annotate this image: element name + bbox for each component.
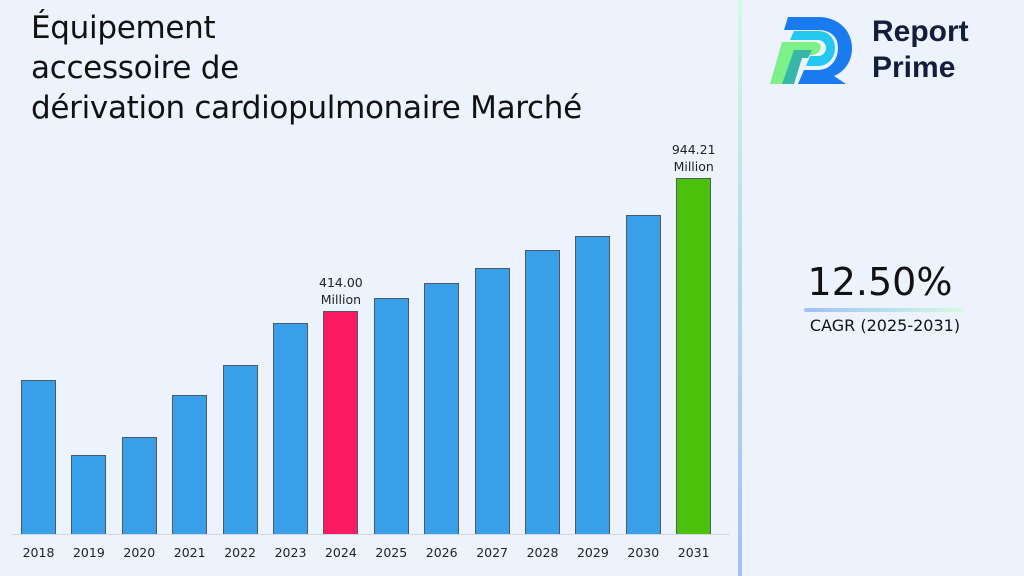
bar-2019 bbox=[71, 455, 107, 534]
title-line-2: accessoire de bbox=[31, 50, 239, 86]
value-label-2031: 944.21 Million bbox=[654, 141, 734, 175]
bar-2024 bbox=[323, 311, 359, 534]
x-tick-label: 2030 bbox=[627, 545, 660, 560]
cagr-label: CAGR (2025-2031) bbox=[809, 316, 961, 335]
bar-2018 bbox=[21, 380, 56, 534]
value-label-2024: 414.00 Million bbox=[301, 274, 381, 308]
title-line-3: dérivation cardiopulmonaire Marché bbox=[31, 90, 582, 126]
title-line-1: Équipement bbox=[31, 10, 216, 46]
value-unit: Million bbox=[320, 292, 362, 307]
bar-2028 bbox=[525, 250, 560, 534]
bar-2029 bbox=[575, 236, 611, 534]
x-tick-label: 2020 bbox=[123, 545, 156, 560]
cagr-underline bbox=[804, 308, 964, 312]
x-axis-line bbox=[12, 534, 730, 535]
x-tick-label: 2027 bbox=[476, 545, 508, 560]
x-tick-label: 2025 bbox=[375, 545, 408, 560]
chart-title: Équipement accessoire de dérivation card… bbox=[31, 8, 582, 128]
brand-name-line-2: Prime bbox=[872, 51, 956, 84]
bar-2021 bbox=[172, 395, 208, 534]
x-tick-label: 2023 bbox=[274, 545, 307, 560]
brand-name-line-1: Report bbox=[872, 15, 969, 48]
bar-2026 bbox=[424, 283, 460, 534]
cagr-value: 12.50% bbox=[807, 260, 953, 304]
bar-2025 bbox=[373, 298, 409, 534]
x-tick-label: 2019 bbox=[72, 545, 105, 560]
value-unit: Million bbox=[673, 159, 714, 174]
brand-name: Report Prime bbox=[872, 14, 969, 86]
x-tick-label: 2028 bbox=[526, 545, 559, 560]
x-tick-label: 2021 bbox=[173, 545, 206, 560]
bar-chart: 2018 2019 2020 2021 2022 2023 2024 2025 2026 2027… bbox=[12, 141, 734, 560]
x-tick-label: 2022 bbox=[224, 545, 256, 560]
bar-2020 bbox=[121, 437, 157, 534]
bar-2027 bbox=[474, 268, 510, 534]
x-tick-label: 2026 bbox=[425, 545, 458, 560]
x-tick-label: 2018 bbox=[22, 545, 55, 560]
value-number: 944.21 bbox=[671, 142, 716, 157]
x-tick-label: 2029 bbox=[576, 545, 609, 560]
bar-2022 bbox=[222, 365, 258, 534]
bar-2023 bbox=[273, 323, 308, 534]
value-number: 414.00 bbox=[319, 275, 363, 290]
report-prime-logo-icon bbox=[768, 14, 858, 90]
bar-2031 bbox=[676, 178, 712, 534]
bar-2030 bbox=[625, 215, 661, 534]
vertical-divider bbox=[738, 0, 742, 576]
x-tick-label: 2031 bbox=[677, 545, 710, 560]
x-tick-label: 2024 bbox=[324, 545, 357, 560]
